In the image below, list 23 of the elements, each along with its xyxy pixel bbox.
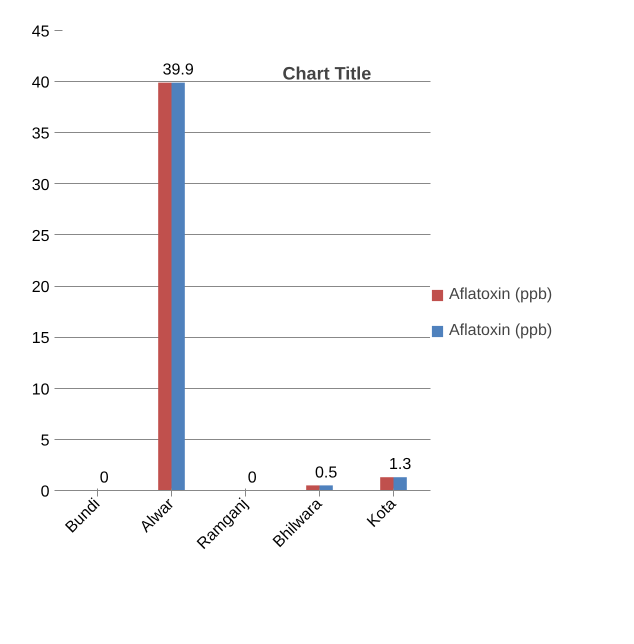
y-tick-label: 20 bbox=[32, 279, 50, 296]
bar bbox=[158, 82, 172, 490]
data-label: 0.5 bbox=[315, 464, 338, 482]
data-label: 0 bbox=[100, 470, 109, 486]
bar bbox=[380, 477, 394, 490]
data-label: 0 bbox=[248, 470, 257, 486]
bar bbox=[172, 82, 185, 490]
legend-label: Aflatoxin (ppb) bbox=[449, 286, 552, 304]
y-tick-label: 5 bbox=[40, 432, 50, 450]
y-tick-label: 30 bbox=[32, 176, 50, 194]
x-tick-label: Kota bbox=[364, 495, 400, 531]
y-tick-label: 10 bbox=[32, 381, 50, 398]
y-tick-label: 35 bbox=[32, 126, 50, 143]
y-tick-label: 25 bbox=[32, 228, 50, 245]
y-tick-label: 15 bbox=[32, 330, 50, 348]
bar bbox=[394, 477, 407, 490]
text: Chart Title bbox=[282, 63, 372, 84]
data-label: 1.3 bbox=[389, 456, 412, 474]
y-tick-label: 0 bbox=[40, 484, 50, 500]
legend-label: Aflatoxin (ppb) bbox=[449, 322, 552, 340]
y-tick-label: 45 bbox=[32, 24, 50, 40]
y-tick-label: 40 bbox=[32, 74, 50, 92]
data-label: 39.9 bbox=[162, 62, 194, 79]
